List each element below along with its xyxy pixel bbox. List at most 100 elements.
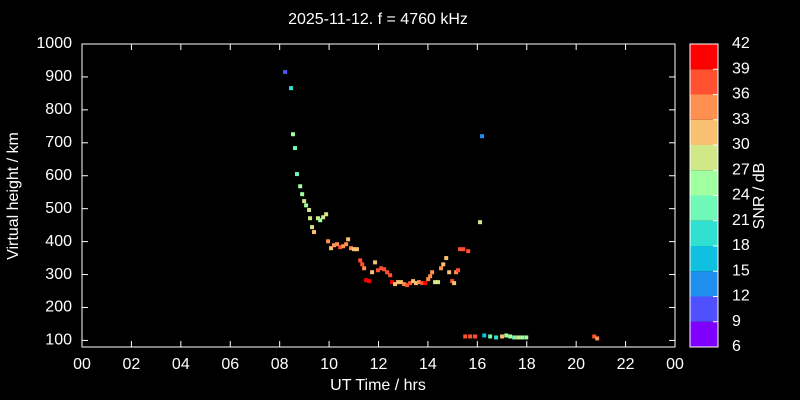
data-point (321, 215, 326, 220)
data-point (447, 270, 452, 275)
colorbar-tick-label: 42 (732, 35, 750, 52)
data-point (452, 281, 457, 286)
colorbar-band (690, 119, 718, 145)
data-point (516, 335, 521, 340)
data-point (344, 242, 349, 247)
y-tick-label: 400 (45, 233, 72, 250)
data-point (367, 279, 372, 284)
x-tick-label: 06 (221, 356, 239, 373)
data-point (417, 280, 422, 285)
data-point (402, 282, 407, 287)
colorbar-band (690, 170, 718, 196)
data-point (468, 334, 473, 339)
y-tick-label: 500 (45, 200, 72, 217)
x-tick-label: 14 (419, 356, 437, 373)
colorbar-tick-label: 33 (732, 111, 750, 128)
data-point (300, 192, 305, 197)
data-point (411, 279, 416, 284)
colorbar-band (690, 69, 718, 95)
data-point (504, 333, 509, 338)
data-point (388, 273, 393, 278)
data-point (332, 243, 337, 248)
data-point (341, 244, 346, 249)
colorbar-label: SNR / dB (751, 163, 768, 230)
data-point (436, 280, 441, 285)
data-point (358, 258, 363, 263)
data-point (376, 268, 381, 273)
data-point (494, 335, 499, 340)
data-point (291, 132, 296, 137)
y-tick-label: 600 (45, 167, 72, 184)
y-axis-label: Virtual height / km (5, 132, 22, 260)
data-point (478, 220, 483, 225)
colorbar-band (690, 145, 718, 171)
y-tick-label: 200 (45, 299, 72, 316)
colorbar-tick-label: 15 (732, 262, 750, 279)
data-point (508, 334, 513, 339)
data-point (326, 239, 331, 244)
data-point (349, 246, 354, 251)
colorbar-band (690, 321, 718, 347)
data-point (338, 245, 343, 250)
colorbar-band (690, 246, 718, 272)
data-point (595, 336, 600, 341)
data-point (463, 334, 468, 339)
colorbar-band (690, 220, 718, 246)
data-point (362, 266, 367, 271)
data-point (292, 146, 297, 151)
y-tick-label: 900 (45, 68, 72, 85)
data-point (304, 203, 309, 208)
data-point (524, 335, 529, 340)
data-point (396, 280, 401, 285)
data-point (482, 333, 487, 338)
data-point (393, 282, 398, 287)
x-tick-label: 20 (567, 356, 585, 373)
data-point (298, 184, 303, 189)
data-point (408, 281, 413, 286)
x-axis-label: UT Time / hrs (330, 377, 426, 394)
colorbar-tick-label: 24 (732, 187, 750, 204)
data-point (294, 172, 299, 177)
colorbar-tick-label: 12 (732, 288, 750, 305)
data-point (329, 246, 334, 251)
data-point (428, 274, 433, 279)
y-tick-label: 700 (45, 134, 72, 151)
data-point (307, 207, 312, 212)
x-tick-label: 12 (370, 356, 388, 373)
data-point (473, 334, 478, 339)
data-point (315, 216, 320, 221)
y-tick-label: 800 (45, 101, 72, 118)
x-tick-label: 00 (666, 356, 684, 373)
chart-title: 2025-11-12. f = 4760 kHz (288, 11, 468, 28)
data-point (420, 281, 425, 286)
y-tick-label: 100 (45, 332, 72, 349)
data-point (352, 247, 357, 252)
data-point (355, 247, 360, 252)
data-point (520, 335, 525, 340)
colorbar-band (690, 44, 718, 70)
data-point (488, 334, 493, 339)
colorbar-band (690, 195, 718, 221)
data-point (385, 270, 390, 275)
colorbar-tick-label: 36 (732, 86, 750, 103)
data-point (423, 281, 428, 286)
data-point (512, 335, 517, 340)
data-point (334, 242, 339, 247)
data-point (430, 270, 435, 275)
data-point (310, 225, 315, 230)
colorbar-tick-label: 30 (732, 136, 750, 153)
data-point (370, 270, 375, 275)
data-point (283, 69, 288, 74)
x-tick-label: 08 (271, 356, 289, 373)
data-point (324, 212, 329, 217)
data-point (592, 334, 597, 339)
data-point (360, 262, 365, 267)
data-point (405, 283, 410, 288)
data-point (302, 199, 307, 204)
data-point (364, 278, 369, 283)
colorbar-band (690, 94, 718, 120)
colorbar-tick-label: 39 (732, 60, 750, 77)
x-tick-label: 04 (172, 356, 190, 373)
